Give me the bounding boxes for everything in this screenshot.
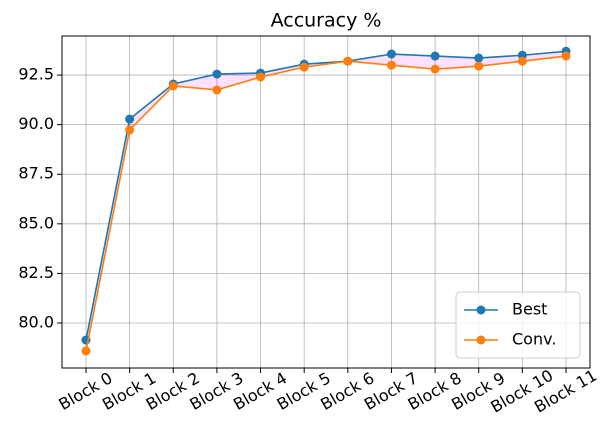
point bbox=[386, 60, 396, 70]
y-tick-label: 85.0 bbox=[18, 213, 54, 232]
point bbox=[212, 69, 222, 79]
point bbox=[256, 72, 266, 82]
chart-title: Accuracy % bbox=[271, 10, 382, 32]
y-tick-label: 87.5 bbox=[18, 164, 54, 183]
point bbox=[125, 114, 135, 124]
y-tick-label: 90.0 bbox=[18, 114, 54, 133]
legend-marker bbox=[476, 335, 486, 345]
point bbox=[212, 85, 222, 95]
legend-label: Best bbox=[512, 300, 547, 319]
legend: Best Conv. bbox=[455, 291, 581, 359]
point bbox=[386, 49, 396, 59]
point bbox=[430, 64, 440, 74]
point bbox=[517, 56, 527, 66]
point bbox=[474, 53, 484, 63]
series-line bbox=[85, 55, 567, 352]
point bbox=[81, 346, 91, 356]
y-tick-label: 80.0 bbox=[18, 312, 54, 331]
plot-frame bbox=[61, 35, 591, 369]
point bbox=[430, 51, 440, 61]
point bbox=[168, 81, 178, 91]
legend-label: Conv. bbox=[512, 330, 556, 349]
series-line bbox=[85, 50, 567, 341]
point bbox=[561, 51, 571, 61]
point bbox=[474, 61, 484, 71]
legend-box bbox=[455, 291, 581, 359]
y-tick-label: 92.5 bbox=[18, 65, 54, 84]
legend-marker bbox=[476, 305, 486, 315]
point bbox=[125, 125, 135, 135]
point bbox=[343, 56, 353, 66]
y-tick-label: 82.5 bbox=[18, 263, 54, 282]
point bbox=[299, 62, 309, 72]
